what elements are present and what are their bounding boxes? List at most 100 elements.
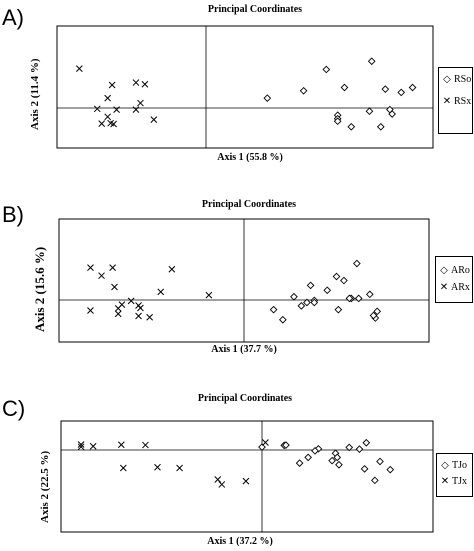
x-point [75, 65, 83, 72]
diamond-point [340, 83, 349, 92]
x-point [104, 94, 112, 102]
x-point [214, 476, 222, 483]
y-axis-label: Axis 2 (11.4 %) [29, 58, 41, 131]
x-point [104, 113, 112, 121]
diamond-point [373, 307, 382, 316]
x-point [242, 477, 250, 485]
diamond-point [295, 459, 304, 467]
x-point [98, 272, 105, 280]
diamond-point [381, 85, 390, 93]
legend: ◇ RSo ✕ RSx [438, 67, 473, 134]
x-point [135, 312, 142, 320]
diamond-point [365, 107, 374, 116]
panel-letter: B) [2, 202, 24, 227]
x-point [117, 441, 125, 449]
diamond-point [306, 281, 315, 290]
diamond-point [323, 286, 332, 295]
x-point [113, 106, 120, 113]
diamond-point [355, 445, 364, 453]
diamond-icon: ◇ [441, 460, 449, 471]
x-point [154, 463, 161, 471]
x-point [109, 264, 117, 271]
diamond-point [297, 302, 306, 310]
diamond-icon: ◇ [440, 265, 448, 276]
diamond-point [335, 460, 343, 469]
x-axis-label: Axis 1 (37.7 %) [211, 344, 277, 355]
x-point [132, 79, 140, 86]
diamond-point [332, 272, 341, 281]
legend-item-tjx: ✕ TJx [440, 476, 467, 487]
diamond-icon: ◇ [443, 74, 451, 85]
diamond-point [345, 443, 354, 452]
panel-c: C) Principal Coordinates Axis 2 (22.5 %)… [0, 370, 474, 551]
diamond-point [334, 305, 343, 314]
diamond-point [328, 456, 336, 465]
x-marker-icon: ✕ [440, 476, 450, 487]
x-axis-label: Axis 1 (55.8 %) [217, 152, 283, 163]
plot-frame [60, 420, 434, 533]
diamond-point [290, 292, 298, 301]
x-point [111, 283, 118, 291]
legend-item-aro: ◇ ARo [439, 265, 470, 276]
scatter-plot [58, 218, 430, 343]
x-point [87, 307, 94, 314]
x-point [141, 80, 149, 88]
x-point [168, 265, 176, 273]
panel-a: A) Principal Coordinates Axis 2 (11.4 %)… [0, 0, 474, 180]
x-point [127, 297, 135, 305]
x-point [98, 120, 106, 127]
legend-item-arx: ✕ ARx [439, 282, 470, 293]
diamond-point [299, 86, 308, 95]
diamond-point [279, 315, 287, 324]
x-point [114, 310, 122, 318]
diamond-point [408, 83, 417, 92]
diamond-point [376, 122, 385, 131]
diamond-point [340, 276, 348, 285]
diamond-point [311, 446, 319, 455]
diamond-point [397, 88, 406, 97]
y-axis-label: Axis 2 (22.5 %) [39, 450, 51, 523]
diamond-point [354, 294, 363, 303]
plot-frame [56, 25, 434, 149]
panel-b: B) Principal Coordinates Axis 2 (15.6 %)… [0, 180, 474, 370]
diamond-point [347, 122, 356, 131]
chart-title: Principal Coordinates [201, 199, 297, 210]
x-marker-icon: ✕ [442, 96, 452, 107]
x-point [114, 305, 122, 312]
x-marker-icon: ✕ [439, 282, 449, 293]
diamond-point [376, 457, 384, 466]
diamond-point [369, 311, 378, 320]
legend-label: ARo [451, 265, 470, 276]
legend-label: RSx [454, 96, 472, 107]
x-point [157, 288, 165, 296]
diamond-point [258, 443, 266, 451]
legend-item-tjo: ◇ TJo [440, 460, 467, 471]
x-point [142, 441, 149, 449]
diamond-point [360, 465, 369, 473]
x-point [110, 120, 117, 128]
chart-title: Principal Coordinates [207, 4, 303, 15]
legend-item-rso: ◇ RSo [442, 74, 471, 85]
diamond-point [365, 290, 374, 299]
legend-label: TJx [452, 476, 467, 487]
scatter-plot [60, 420, 434, 533]
x-point [135, 302, 142, 309]
diamond-point [303, 298, 311, 307]
legend-label: ARx [451, 282, 470, 293]
x-point [146, 313, 154, 321]
diamond-point [333, 117, 342, 126]
x-point [218, 481, 226, 488]
x-point [87, 264, 94, 271]
diamond-point [310, 298, 319, 307]
panel-letter: A) [2, 5, 24, 30]
diamond-point [388, 110, 396, 118]
diamond-point [282, 441, 290, 449]
x-point [119, 464, 127, 472]
legend: ◇ TJo ✕ TJx [436, 453, 473, 497]
diamond-point [304, 453, 313, 462]
chart-title: Principal Coordinates [197, 393, 293, 404]
legend-item-rsx: ✕ RSx [442, 96, 471, 107]
diamond-point [322, 65, 331, 74]
y-axis-label: Axis 2 (15.6 %) [32, 246, 47, 332]
x-point [150, 116, 158, 123]
